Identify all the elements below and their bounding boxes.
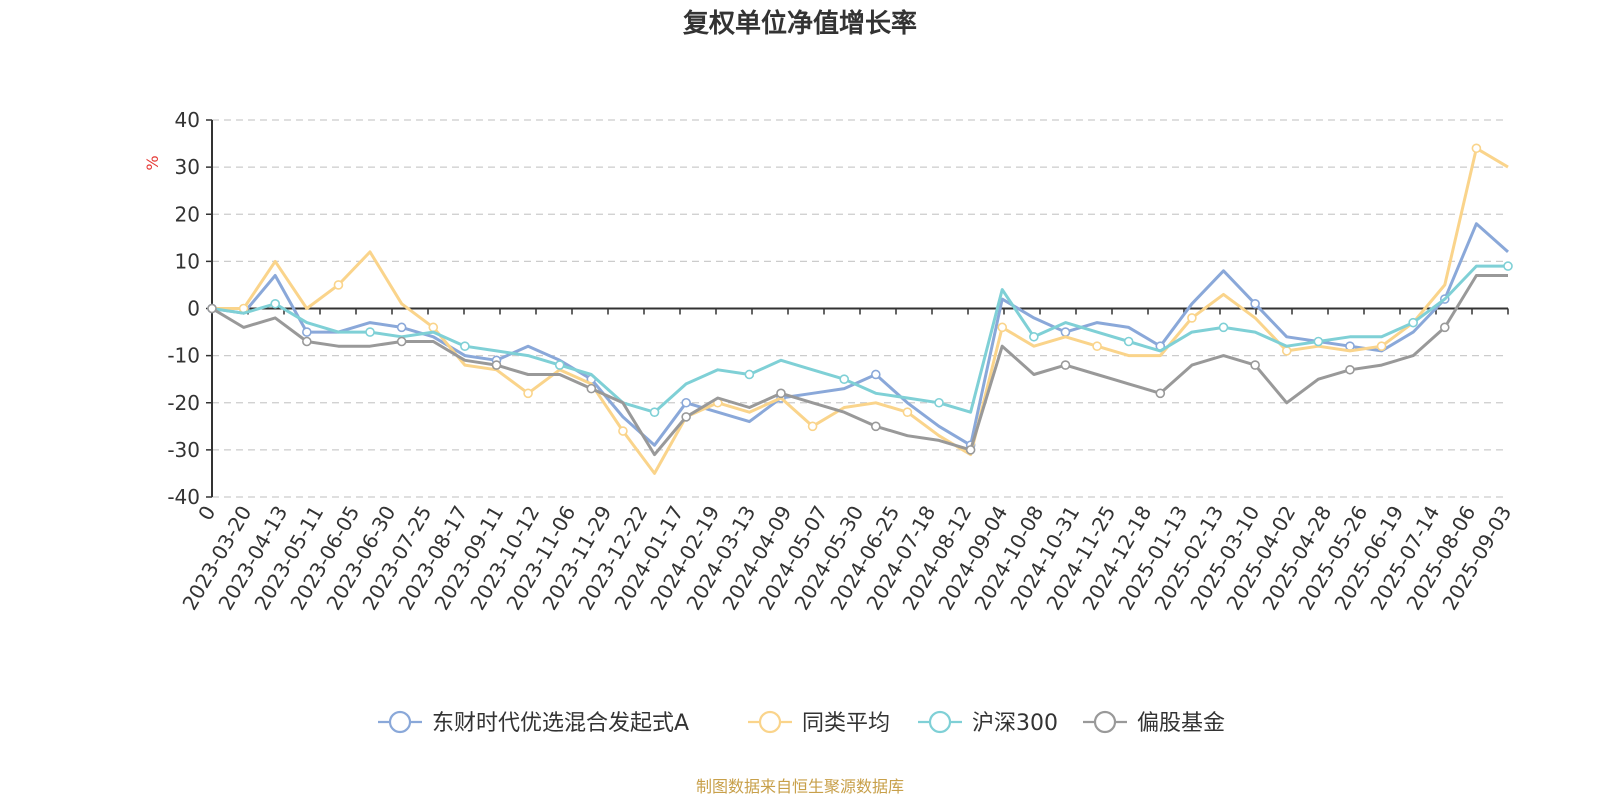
legend-swatch-marker [388,710,412,734]
data-point-marker [460,341,470,352]
data-point-marker [1060,360,1071,370]
y-tick-label: 10 [175,249,200,273]
y-tick-label: 0 [187,297,200,321]
y-tick-label: 40 [175,108,200,132]
series-line [211,264,1508,414]
axes [206,119,1509,498]
series-group [211,261,1513,417]
grid-lines [212,119,1508,498]
data-point-marker [491,360,502,370]
y-tick-label: 20 [175,202,200,226]
data-point-marker [554,360,565,370]
legend-label: 东财时代优选混合发起式A [432,711,689,736]
data-source-note: 制图数据来自恒生聚源数据库 [696,777,904,796]
legend-swatch-marker [758,710,782,734]
data-point-marker [649,407,660,417]
data-point-marker [839,374,849,384]
legend[interactable]: 东财时代优选混合发起式A 同类平均 沪深300 偏股基金 [378,710,1225,736]
y-tick-label: -40 [167,485,200,509]
legend-label: 偏股基金 [1137,711,1225,736]
legend-item[interactable]: 同类平均 [748,710,890,736]
legend-item[interactable]: 沪深300 [918,710,1058,736]
data-point-marker [1503,261,1513,271]
data-point-marker [1281,346,1292,356]
data-point-marker [807,421,818,432]
data-point-marker [1123,336,1134,347]
data-point-marker [1029,331,1039,342]
data-point-marker [1439,322,1450,333]
legend-item[interactable]: 东财时代优选混合发起式A [378,710,689,736]
data-point-marker [396,322,407,333]
data-point-marker [1187,313,1197,323]
data-point-marker [1250,360,1260,370]
data-point-marker [1155,388,1166,399]
series-lines [207,143,1513,475]
y-tick-label: -20 [167,391,200,415]
y-tick-label: -10 [167,344,200,368]
chart-title: 复权单位净值增长率 [683,8,917,39]
data-point-marker [681,397,691,408]
data-point-marker [207,303,217,314]
legend-item[interactable]: 偏股基金 [1083,710,1225,736]
data-point-marker [1313,336,1324,347]
series-group [212,143,1509,475]
data-point-marker [1471,143,1482,154]
data-point-marker [1250,298,1260,309]
data-point-marker [586,383,597,394]
data-point-marker [365,327,375,337]
series-line [211,274,1508,457]
data-point-marker [871,369,881,380]
series-line [211,222,1509,447]
data-point-marker [965,445,976,455]
data-point-marker [681,412,691,422]
data-point-marker [428,322,439,333]
data-point-marker [396,336,407,347]
data-point-marker [1345,364,1355,375]
legend-swatch-marker [1093,710,1117,734]
data-point-marker [1408,317,1418,328]
data-point-marker [1092,341,1102,352]
y-tick-labels: 40 30 20 10 0 -10 -20 -30 -40 [167,108,200,509]
data-point-marker [871,421,881,432]
data-point-marker [934,397,944,408]
series-group [207,274,1508,457]
data-point-marker [302,327,312,337]
data-point-marker [776,388,786,399]
y-tick-label: -30 [167,438,200,462]
data-point-marker [1376,341,1387,352]
legend-swatch-marker [928,710,952,734]
legend-label: 同类平均 [802,711,890,736]
series-line [212,146,1509,475]
data-point-marker [1060,327,1071,337]
x-tick-labels: 02023-03-202023-04-132023-05-112023-06-0… [177,502,1516,615]
y-axis-unit-label: % [143,155,162,170]
x-tick-label: 0 [193,502,220,525]
data-point-marker [744,369,755,380]
y-tick-label: 30 [175,155,200,179]
legend-label: 沪深300 [972,711,1058,736]
data-point-marker [523,388,533,399]
data-point-marker [302,336,312,347]
data-point-marker [333,280,344,290]
data-point-marker [618,426,628,436]
data-point-marker [902,407,913,417]
data-point-marker [997,322,1008,333]
data-point-marker [270,298,281,309]
data-point-marker [1218,322,1229,333]
